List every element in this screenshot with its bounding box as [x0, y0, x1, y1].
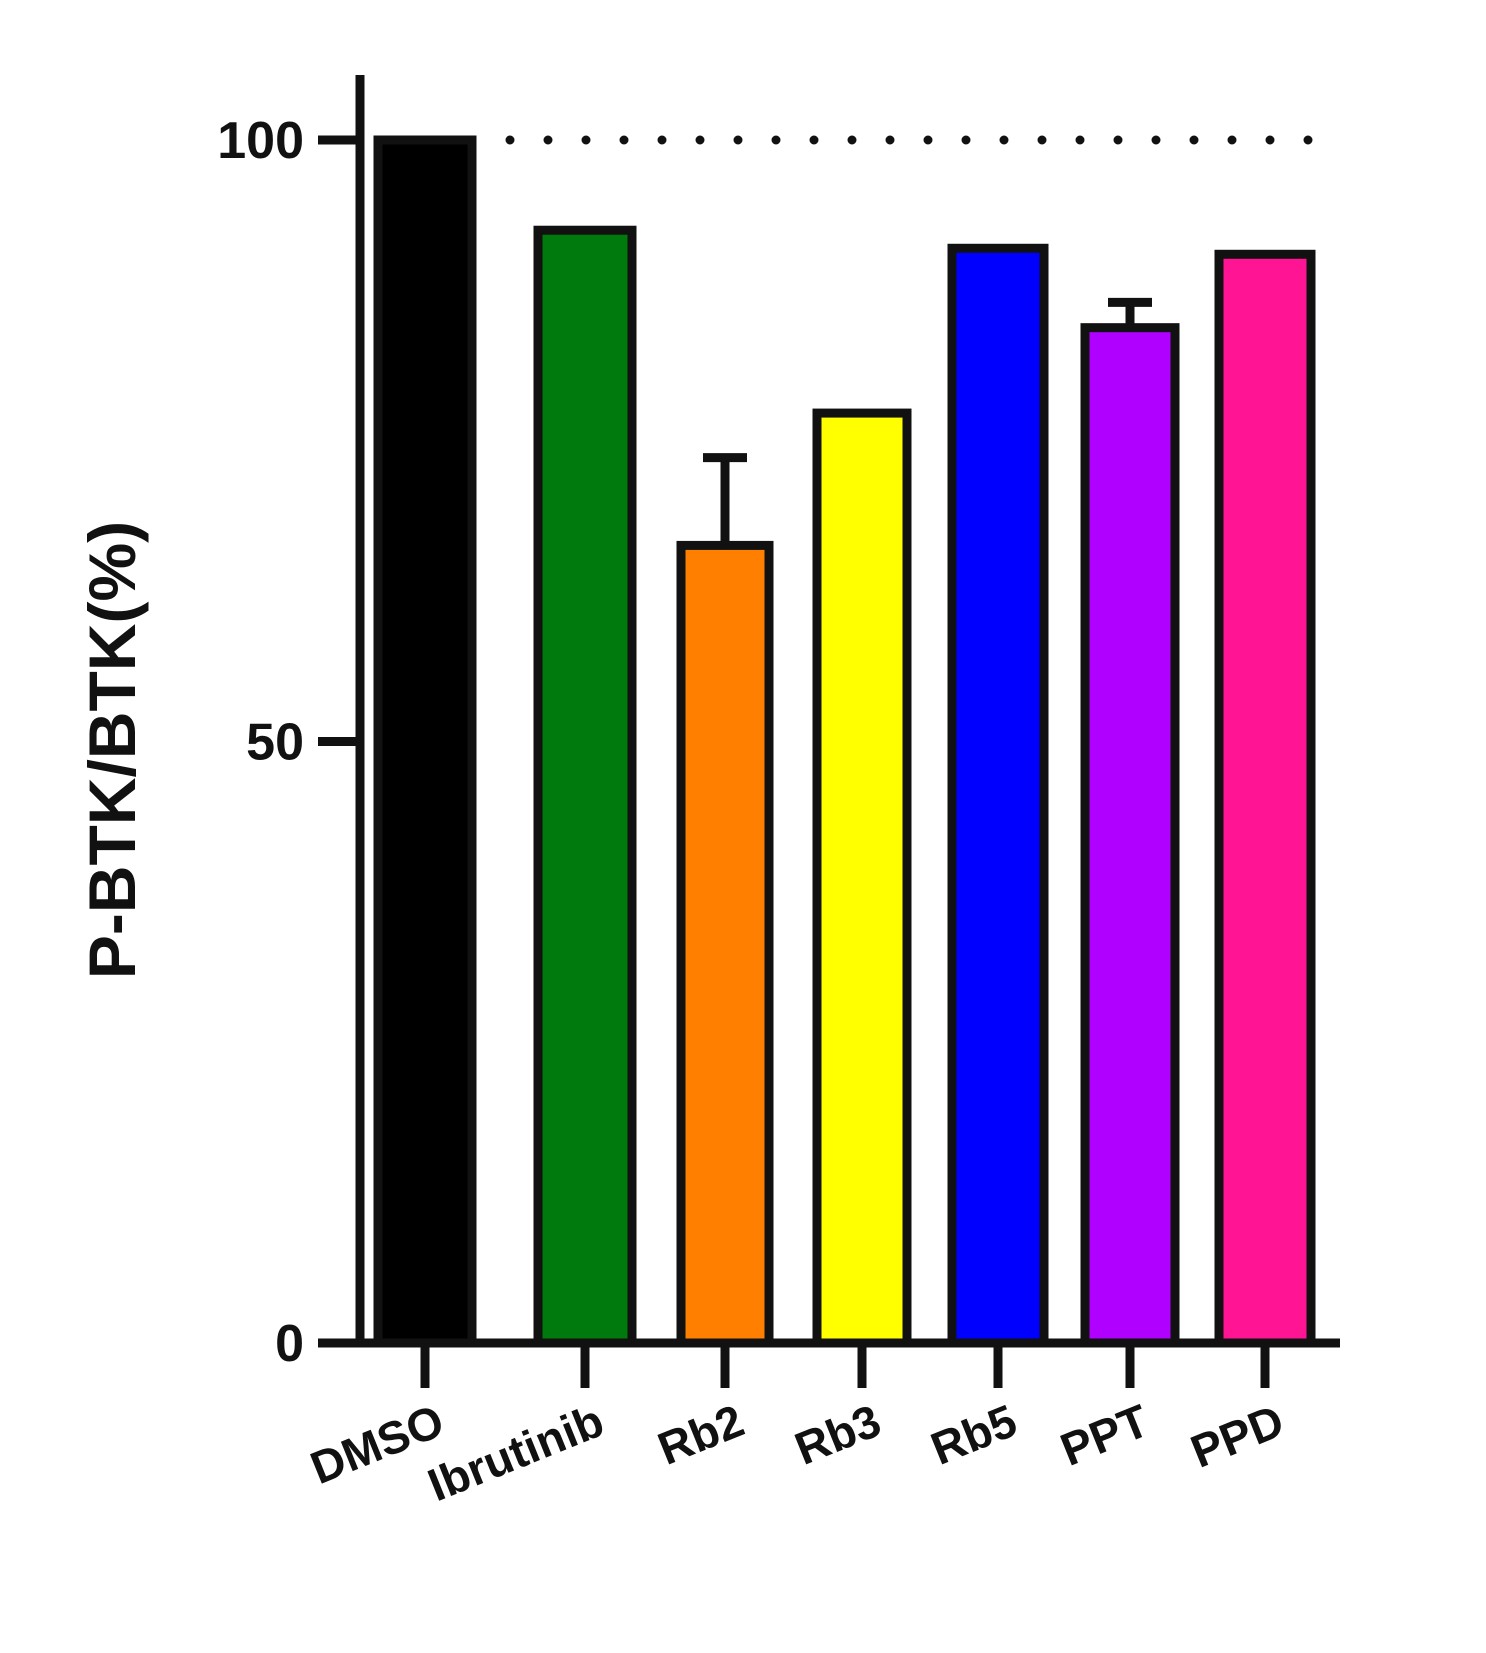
bar-rb3 — [812, 408, 912, 1348]
x-label-rb5: Rb5 — [924, 1394, 1024, 1475]
bar-ibrutinib — [533, 225, 637, 1348]
x-label-ppd: PPD — [1184, 1394, 1291, 1478]
bar-rb5 — [947, 243, 1049, 1348]
x-label-rb3: Rb3 — [788, 1394, 888, 1475]
error-bars-layer — [703, 297, 1152, 546]
x-label-rb2: Rb2 — [651, 1394, 751, 1475]
bar-rb2 — [676, 540, 774, 1348]
error-bar-rb2 — [703, 453, 747, 546]
y-tick-label-0: 0 — [275, 1315, 304, 1373]
x-label-ibrutinib: Ibrutinib — [421, 1394, 611, 1511]
bar-ppd — [1214, 249, 1316, 1348]
y-tick-label-50: 50 — [246, 714, 304, 772]
error-bar-ppt — [1108, 297, 1152, 328]
x-label-ppt: PPT — [1053, 1394, 1155, 1476]
y-axis-title: P-BTK/BTK(%) — [75, 521, 149, 979]
y-tick-label-100: 100 — [217, 112, 304, 170]
bar-ppt — [1080, 323, 1180, 1348]
axes-layer — [318, 75, 1340, 1388]
bar-dmso — [373, 135, 477, 1348]
bars-layer — [373, 135, 1316, 1348]
